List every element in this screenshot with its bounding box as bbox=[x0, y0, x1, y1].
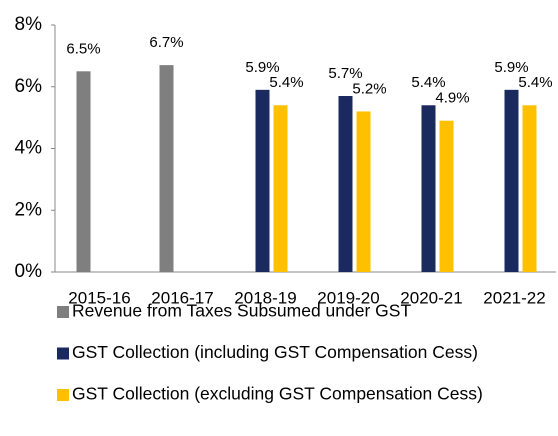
bar bbox=[421, 105, 436, 273]
y-tick-label: 4% bbox=[15, 138, 43, 159]
data-label: 5.4% bbox=[518, 74, 552, 91]
data-label: 5.9% bbox=[494, 59, 528, 76]
x-tick-label: 2015-16 bbox=[68, 288, 130, 307]
data-label: 5.2% bbox=[352, 80, 386, 97]
data-label: 4.9% bbox=[435, 90, 469, 107]
x-tick-label: 2021-22 bbox=[483, 288, 545, 307]
y-tick-label: 8% bbox=[15, 14, 43, 35]
y-tick-label: 0% bbox=[15, 261, 43, 282]
y-tick-label: 6% bbox=[15, 76, 43, 97]
data-label: 5.4% bbox=[269, 74, 303, 91]
x-tick-label: 2020-21 bbox=[400, 288, 462, 307]
data-label: 5.7% bbox=[328, 65, 362, 82]
bar bbox=[76, 71, 91, 272]
bar bbox=[522, 105, 537, 273]
legend-label: GST Collection (including GST Compensati… bbox=[72, 342, 478, 362]
x-tick-label: 2018-19 bbox=[234, 288, 296, 307]
bar bbox=[255, 89, 270, 273]
legend-swatch bbox=[57, 306, 69, 318]
bar bbox=[338, 96, 353, 272]
legend-swatch bbox=[57, 389, 69, 401]
y-tick-label: 2% bbox=[15, 199, 43, 220]
legend-label: Revenue from Taxes Subsumed under GST bbox=[72, 301, 411, 321]
bar bbox=[504, 89, 519, 273]
bar bbox=[439, 120, 454, 273]
bar bbox=[159, 65, 174, 272]
legend-swatch bbox=[57, 347, 69, 360]
data-label: 5.9% bbox=[245, 59, 279, 76]
x-tick-label: 2016-17 bbox=[151, 288, 213, 307]
data-label: 5.4% bbox=[411, 74, 445, 91]
x-tick-label: 2019-20 bbox=[317, 288, 379, 307]
bar bbox=[273, 105, 288, 273]
data-label: 6.7% bbox=[149, 34, 183, 51]
data-label: 6.5% bbox=[66, 40, 100, 57]
bar bbox=[356, 111, 371, 272]
legend-label: GST Collection (excluding GST Compensati… bbox=[72, 384, 483, 404]
